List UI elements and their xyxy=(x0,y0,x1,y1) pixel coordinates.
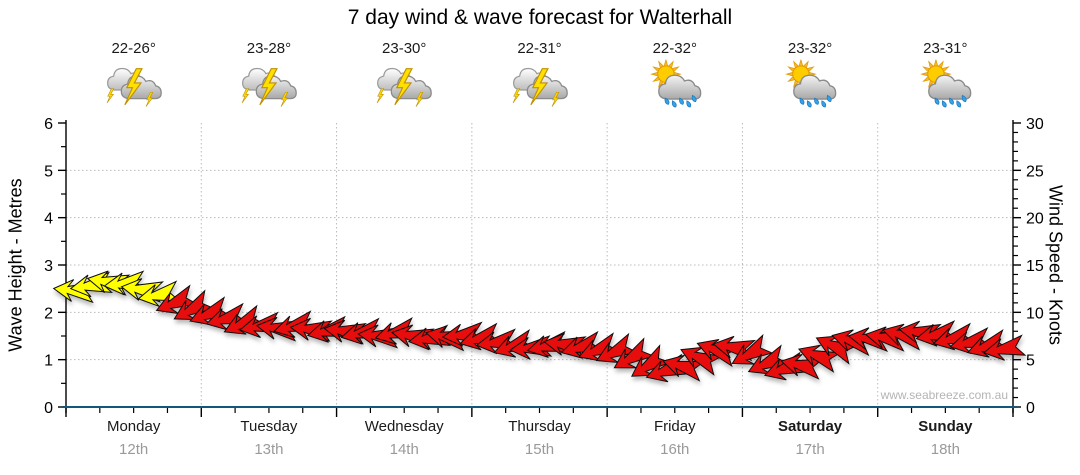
wind-arrow xyxy=(797,344,842,373)
wind-arrow xyxy=(137,280,181,307)
page-title: 7 day wind & wave forecast for Walterhal… xyxy=(347,6,733,29)
x-axis-date: 17th xyxy=(795,441,825,458)
axis-tick-label: 6 xyxy=(44,116,53,133)
axis-tick-label: 0 xyxy=(1026,400,1035,417)
x-axis-day-sunday: Sunday xyxy=(918,418,973,435)
x-axis-day-tuesday: Tuesday xyxy=(240,418,298,435)
watermark: www.seabreeze.com.au xyxy=(880,388,1008,402)
wind-arrow-series xyxy=(52,270,1027,383)
temperature-range: 22-26° xyxy=(111,40,156,57)
temperature-range: 23-32° xyxy=(787,40,833,57)
x-axis-day-saturday: Saturday xyxy=(777,418,843,435)
x-axis-date: 15th xyxy=(524,441,555,458)
x-axis-day-monday: Monday xyxy=(106,418,161,435)
wind-arrow xyxy=(613,337,656,369)
axis-tick-label: 4 xyxy=(44,211,53,228)
wind-arrow xyxy=(780,353,825,380)
temperature-range: 23-30° xyxy=(382,40,427,57)
axis-tick-label: 3 xyxy=(44,258,53,275)
x-axis-date: 13th xyxy=(254,441,284,458)
x-axis-date: 16th xyxy=(660,441,690,458)
day-header-sunday: 23-31° xyxy=(916,40,974,111)
temperature-range: 23-28° xyxy=(246,40,292,57)
axis-tick-label: 5 xyxy=(1026,353,1035,370)
x-axis-day-thursday: Thursday xyxy=(508,418,571,435)
day-header-saturday: 23-32° xyxy=(781,40,839,111)
day-header-wednesday: 23-30° xyxy=(375,40,433,111)
axis-tick-label: 15 xyxy=(1026,258,1044,275)
x-axis-day-friday: Friday xyxy=(653,418,696,435)
wind-arrow xyxy=(983,334,1027,361)
wind-arrow xyxy=(680,346,724,376)
day-header-friday: 22-32° xyxy=(646,40,704,111)
axis-tick-label: 2 xyxy=(44,305,53,322)
axis-tick-label: 25 xyxy=(1026,163,1044,180)
x-axis-date: 18th xyxy=(930,441,960,458)
wind-arrow xyxy=(155,284,199,314)
axis-tick-label: 1 xyxy=(44,353,53,370)
wind-arrow xyxy=(731,333,774,365)
temperature-range: 22-32° xyxy=(652,40,697,57)
temperature-range: 23-31° xyxy=(923,40,968,57)
wind-arrow xyxy=(662,354,706,382)
axis-tick-label: 20 xyxy=(1026,211,1044,228)
day-header-thursday: 22-31° xyxy=(511,40,569,111)
x-axis-date: 12th xyxy=(119,441,149,458)
axis-tick-label: 5 xyxy=(44,163,53,180)
axis-tick-label: 30 xyxy=(1026,116,1044,133)
axis-tick-label: 10 xyxy=(1026,305,1044,322)
day-header-tuesday: 23-28° xyxy=(240,40,298,111)
temperature-range: 22-31° xyxy=(517,40,562,57)
x-axis-date: 14th xyxy=(389,441,419,458)
x-axis-day-wednesday: Wednesday xyxy=(364,418,444,435)
wind-arrow xyxy=(595,332,639,363)
axis-tick-label: 0 xyxy=(44,400,53,417)
day-header-monday: 22-26° xyxy=(105,40,163,111)
